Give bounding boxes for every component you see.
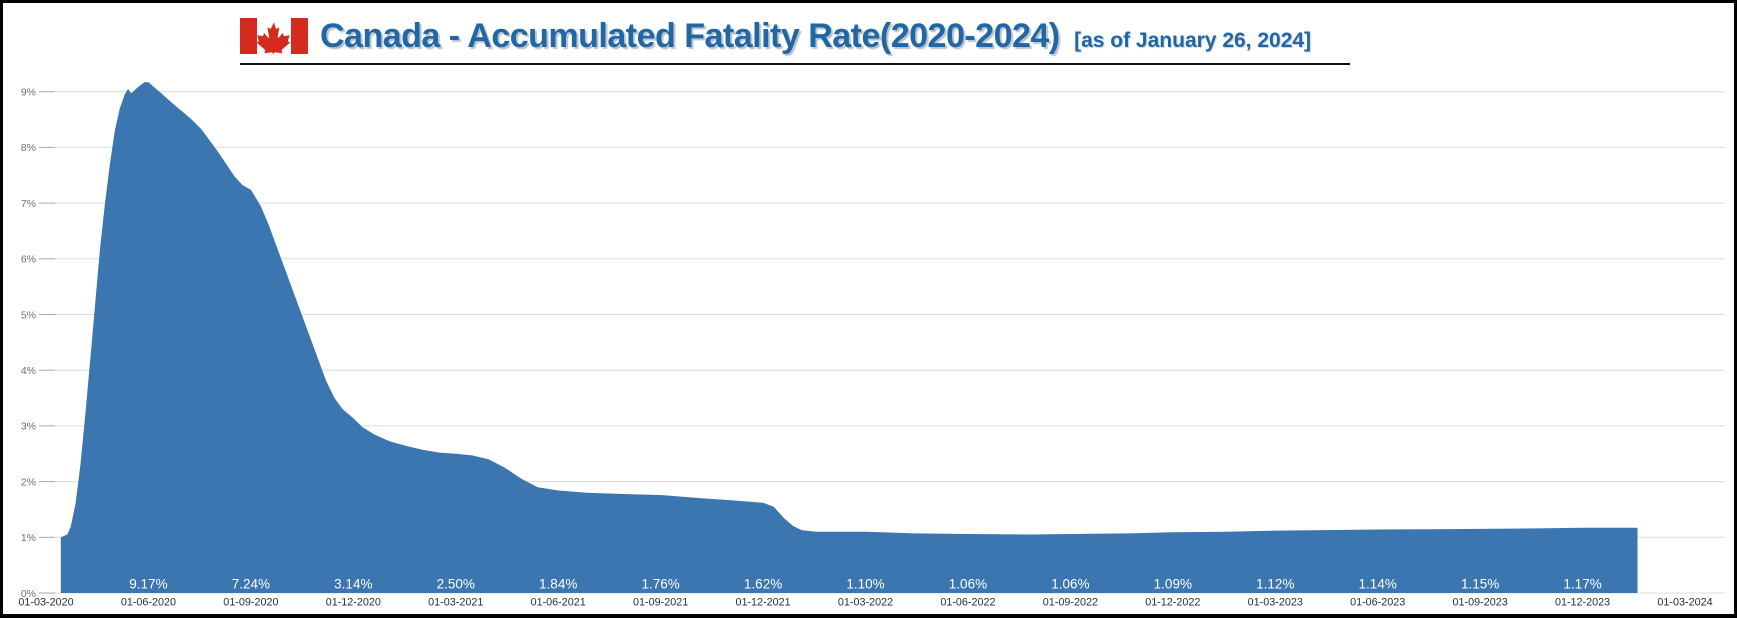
value-label: 1.76% [641, 577, 679, 592]
value-label: 7.24% [232, 577, 270, 592]
y-tick-label: 1% [21, 532, 36, 544]
x-tick-label: 01-03-2023 [1248, 597, 1303, 609]
page-title: Canada - Accumulated Fatality Rate(2020-… [320, 16, 1060, 55]
title-underline [240, 63, 1350, 65]
x-tick-label: 01-03-2022 [838, 597, 893, 609]
fatality-rate-area-chart: 0% 1% 2% 3% 4% 5% 6% 7% 8% 9% 01-03-2020 01-06-2020… [18, 82, 1725, 609]
y-tick-label: 9% [21, 87, 36, 99]
value-label: 1.06% [1051, 577, 1089, 592]
x-tick-label: 01-06-2023 [1350, 597, 1405, 609]
area-series [60, 82, 1638, 593]
value-label: 1.17% [1563, 577, 1601, 592]
y-tick-label: 4% [21, 365, 36, 377]
canada-flag-icon [240, 18, 308, 62]
y-tick-label: 5% [21, 309, 36, 321]
canada-flag-svg [240, 18, 308, 62]
value-label: 9.17% [129, 577, 167, 592]
as-of-date-label: [as of January 26, 2024] [1074, 28, 1312, 52]
y-tick-label: 0% [21, 588, 36, 600]
value-label: 1.15% [1461, 577, 1499, 592]
value-label: 1.62% [744, 577, 782, 592]
x-tick-label: 01-12-2022 [1145, 597, 1200, 609]
x-tick-label: 01-03-2024 [1657, 597, 1712, 609]
x-tick-label: 01-09-2020 [223, 597, 278, 609]
y-tick-label: 8% [21, 142, 36, 154]
x-tick-label: 01-06-2022 [940, 597, 995, 609]
value-label: 1.10% [846, 577, 884, 592]
value-label: 1.14% [1359, 577, 1397, 592]
y-tick-label: 6% [21, 254, 36, 266]
y-tick-label: 7% [21, 198, 36, 210]
x-tick-label: 01-06-2021 [531, 597, 586, 609]
chart-header: Canada - Accumulated Fatality Rate(2020-… [240, 11, 1311, 62]
x-tick-label: 01-06-2020 [121, 597, 176, 609]
x-tick-label: 01-09-2021 [633, 597, 688, 609]
value-label: 1.09% [1154, 577, 1192, 592]
value-label: 1.06% [949, 577, 987, 592]
y-tick-label: 3% [21, 421, 36, 433]
value-label: 2.50% [437, 577, 475, 592]
value-label: 3.14% [334, 577, 372, 592]
x-tick-label: 01-12-2020 [326, 597, 381, 609]
x-tick-label: 01-12-2023 [1555, 597, 1610, 609]
x-tick-label: 01-09-2022 [1043, 597, 1098, 609]
x-tick-label: 01-03-2021 [428, 597, 483, 609]
y-tick-label: 2% [21, 476, 36, 488]
x-tick-label: 01-03-2020 [18, 597, 73, 609]
value-label: 1.12% [1256, 577, 1294, 592]
x-tick-label: 01-09-2023 [1453, 597, 1508, 609]
value-label: 1.84% [539, 577, 577, 592]
x-tick-label: 01-12-2021 [735, 597, 790, 609]
title-line: Canada - Accumulated Fatality Rate(2020-… [320, 17, 1311, 56]
